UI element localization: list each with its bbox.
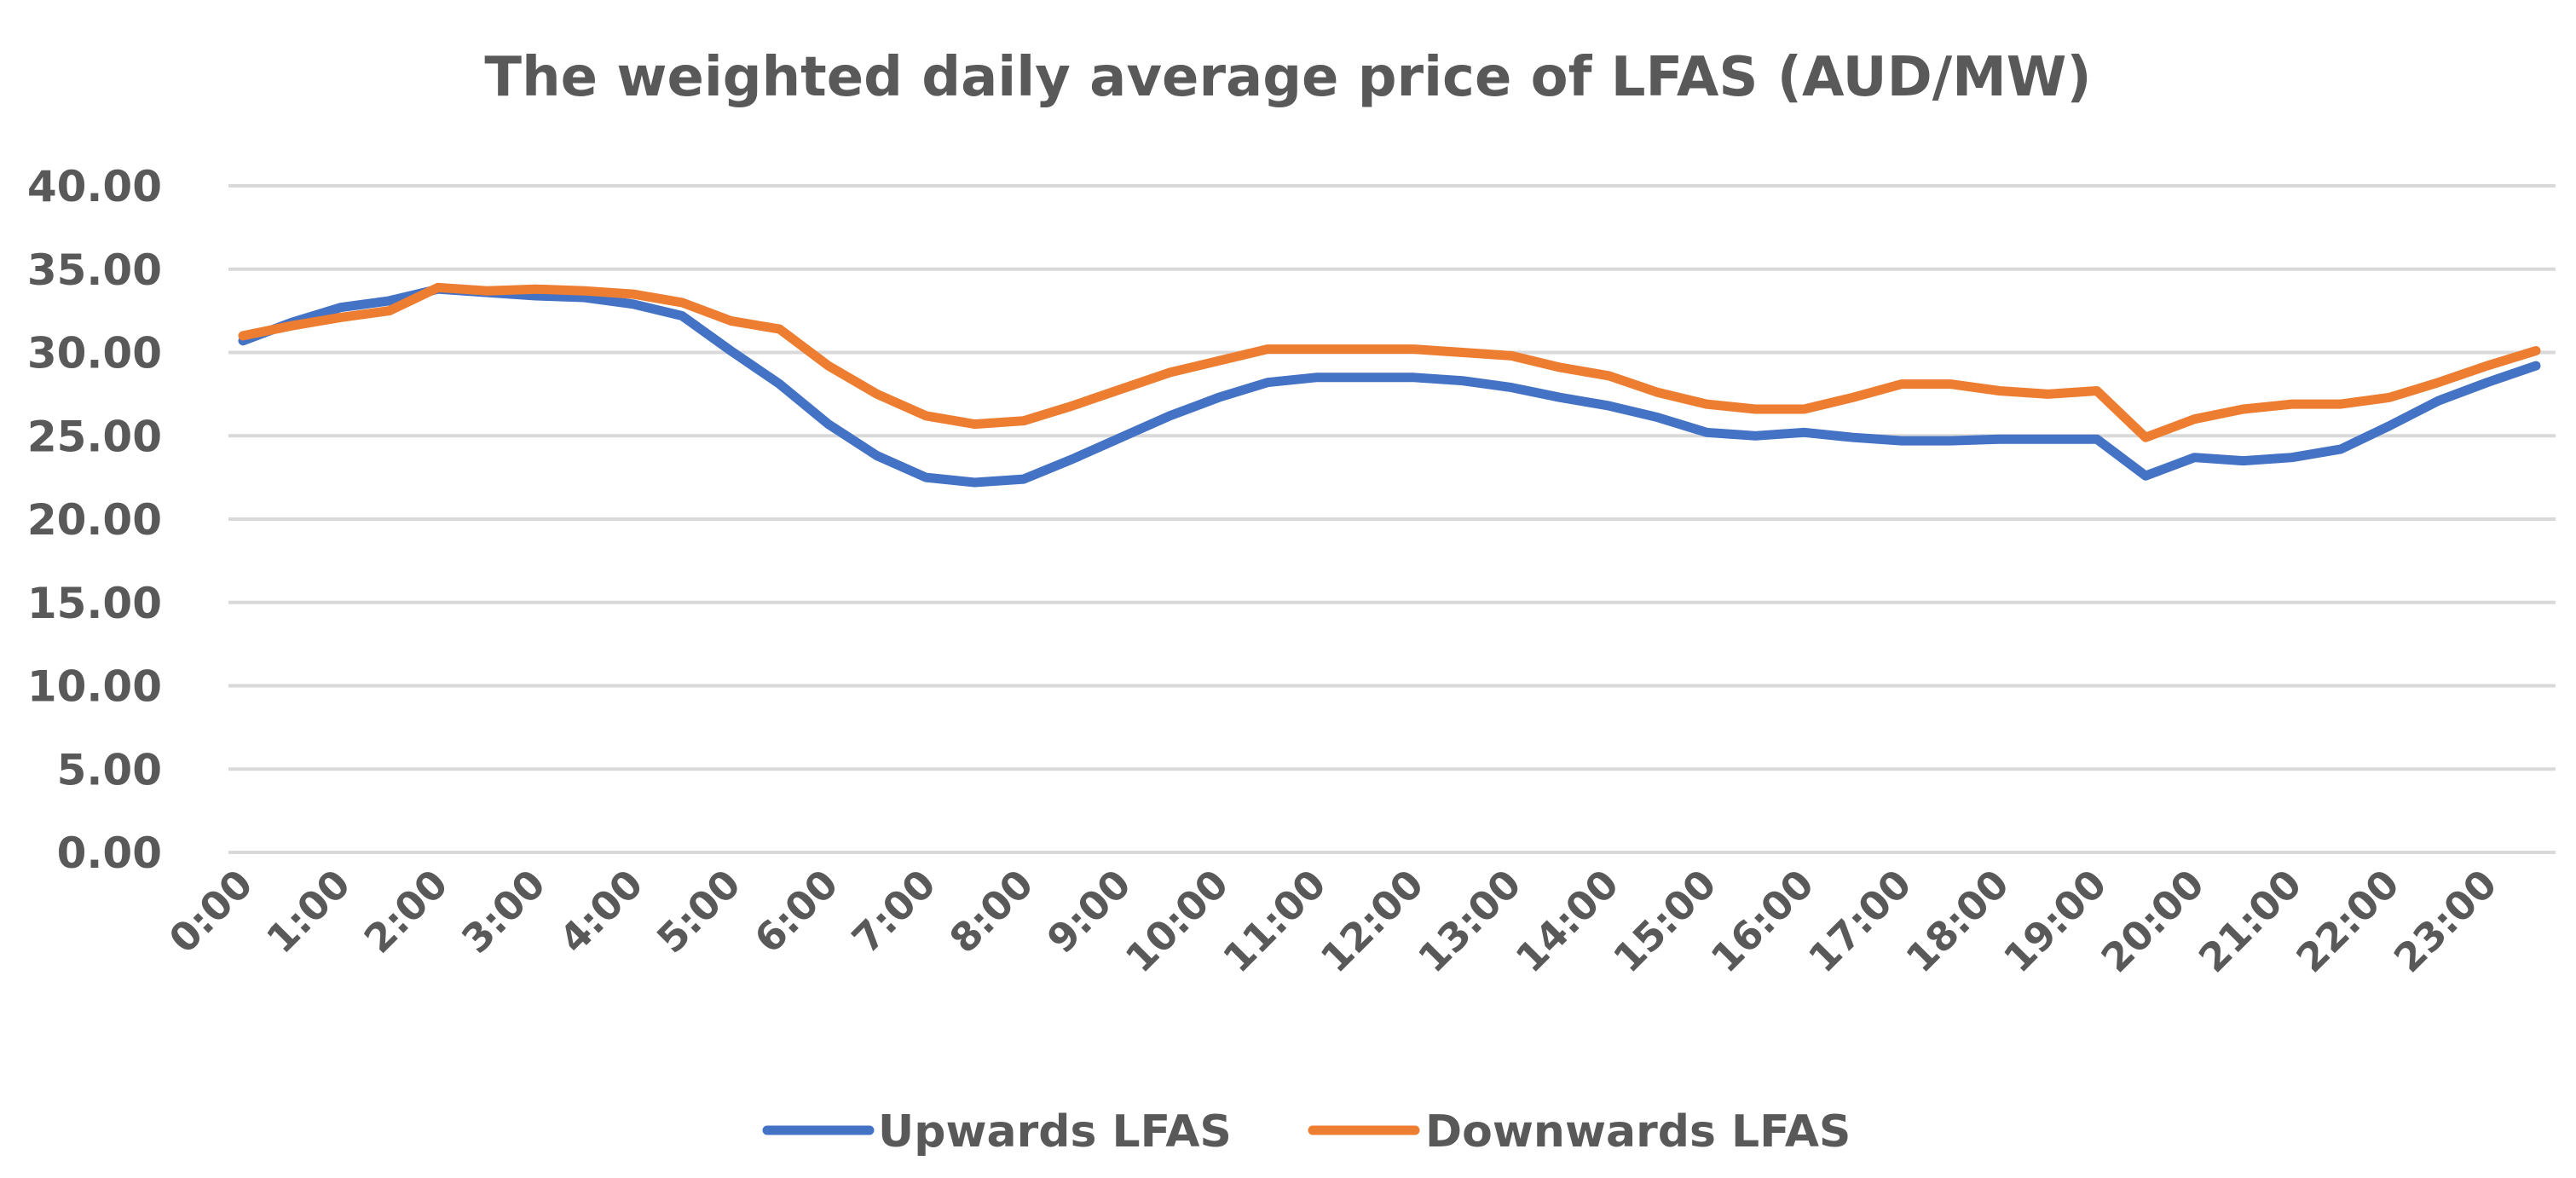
x-axis-tick-labels: 0:001:002:003:004:005:006:007:008:009:00… bbox=[160, 861, 2506, 982]
x-tick-label: 7:00 bbox=[843, 861, 944, 962]
x-tick-label: 4:00 bbox=[551, 861, 652, 962]
x-tick-label: 0:00 bbox=[160, 861, 262, 962]
x-tick-label: 18:00 bbox=[1897, 861, 2018, 982]
x-tick-label: 21:00 bbox=[2190, 861, 2311, 982]
x-tick-label: 2:00 bbox=[355, 861, 457, 962]
y-tick-label: 15.00 bbox=[27, 579, 162, 628]
x-tick-label: 12:00 bbox=[1312, 861, 1433, 982]
x-tick-label: 17:00 bbox=[1799, 861, 1920, 982]
x-tick-label: 8:00 bbox=[940, 861, 1042, 962]
x-tick-label: 15:00 bbox=[1604, 861, 1725, 982]
x-tick-label: 16:00 bbox=[1702, 861, 1823, 982]
y-tick-label: 30.00 bbox=[27, 329, 162, 378]
series-line-downwards-lfas bbox=[238, 282, 2541, 442]
x-tick-label: 14:00 bbox=[1507, 861, 1628, 982]
y-tick-label: 0.00 bbox=[57, 829, 162, 878]
y-tick-label: 10.00 bbox=[27, 662, 162, 712]
y-tick-label: 20.00 bbox=[27, 495, 162, 545]
x-tick-label: 3:00 bbox=[453, 861, 554, 962]
y-tick-label: 35.00 bbox=[27, 245, 162, 295]
x-tick-label: 23:00 bbox=[2385, 861, 2506, 982]
x-tick-label: 10:00 bbox=[1117, 861, 1238, 982]
x-tick-label: 13:00 bbox=[1409, 861, 1530, 982]
x-tick-label: 6:00 bbox=[745, 861, 846, 962]
legend-label-upwards-lfas: Upwards LFAS bbox=[878, 1106, 1232, 1158]
x-tick-label: 22:00 bbox=[2287, 861, 2408, 982]
x-tick-label: 5:00 bbox=[648, 861, 749, 962]
y-tick-label: 40.00 bbox=[27, 162, 162, 211]
legend: Upwards LFAS Downwards LFAS bbox=[762, 1106, 1851, 1158]
gridlines bbox=[228, 184, 2556, 854]
x-tick-label: 11:00 bbox=[1214, 861, 1335, 982]
x-tick-label: 20:00 bbox=[2092, 861, 2213, 982]
x-tick-label: 19:00 bbox=[1995, 861, 2116, 982]
y-axis-tick-labels: 0.00 5.00 10.00 15.00 20.00 25.00 30.00 35.00 40… bbox=[27, 162, 162, 878]
y-tick-label: 25.00 bbox=[27, 412, 162, 461]
chart-title: The weighted daily average price of LFAS… bbox=[484, 46, 2091, 109]
series-line-upwards-lfas bbox=[238, 284, 2541, 488]
x-tick-label: 1:00 bbox=[257, 861, 359, 962]
series-lines bbox=[238, 282, 2541, 488]
legend-label-downwards-lfas: Downwards LFAS bbox=[1425, 1106, 1851, 1158]
y-tick-label: 5.00 bbox=[57, 745, 162, 794]
